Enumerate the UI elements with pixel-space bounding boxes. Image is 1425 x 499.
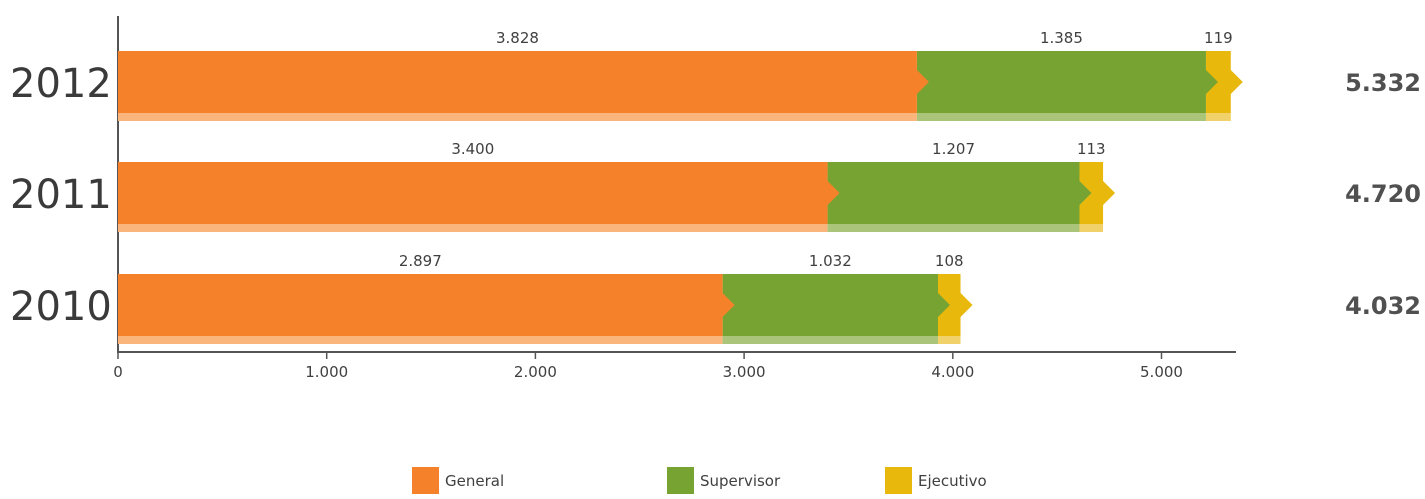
data-label: 113	[1077, 140, 1106, 158]
bar-segment-ejecutivo	[1205, 51, 1243, 113]
total-label: 5.332	[1345, 69, 1421, 97]
data-label: 3.828	[496, 29, 539, 47]
bar-segment-ejecutivo	[1079, 162, 1116, 224]
bar-underlay	[1205, 113, 1231, 121]
bar-underlay	[937, 336, 961, 344]
x-tick-label: 3.000	[723, 363, 766, 381]
bar-underlay	[118, 113, 917, 121]
data-label: 108	[935, 252, 964, 270]
bar-segment-general	[118, 274, 735, 336]
x-tick-label: 2.000	[514, 363, 557, 381]
data-label: 119	[1204, 29, 1233, 47]
bar-segment-supervisor	[827, 162, 1092, 224]
legend-label: General	[445, 472, 504, 490]
category-label: 2010	[10, 284, 112, 330]
legend-swatch-supervisor	[667, 467, 694, 494]
bar-segment-general	[118, 162, 840, 224]
bar-segment-general	[118, 51, 929, 113]
bar-segment-supervisor	[722, 274, 950, 336]
x-tick-label: 5.000	[1140, 363, 1183, 381]
category-label: 2012	[10, 61, 112, 107]
data-label: 1.207	[932, 140, 975, 158]
legend-swatch-ejecutivo	[885, 467, 912, 494]
data-label: 2.897	[399, 252, 442, 270]
data-label: 1.385	[1040, 29, 1083, 47]
bar-underlay	[118, 336, 723, 344]
data-label: 1.032	[809, 252, 852, 270]
x-tick-label: 4.000	[931, 363, 974, 381]
total-label: 4.720	[1345, 180, 1421, 208]
bar-segment-supervisor	[916, 51, 1218, 113]
bar-underlay	[1079, 224, 1104, 232]
bar-underlay	[827, 224, 1080, 232]
x-tick-label: 1.000	[305, 363, 348, 381]
legend-label: Ejecutivo	[918, 472, 987, 490]
total-label: 4.032	[1345, 292, 1421, 320]
data-label: 3.400	[451, 140, 494, 158]
x-tick-label: 0	[113, 363, 123, 381]
legend-swatch-general	[412, 467, 439, 494]
bar-underlay	[722, 336, 938, 344]
bar-underlay	[118, 224, 828, 232]
legend-label: Supervisor	[700, 472, 781, 490]
bar-underlay	[916, 113, 1206, 121]
bar-segment-ejecutivo	[937, 274, 973, 336]
category-label: 2011	[10, 172, 112, 218]
